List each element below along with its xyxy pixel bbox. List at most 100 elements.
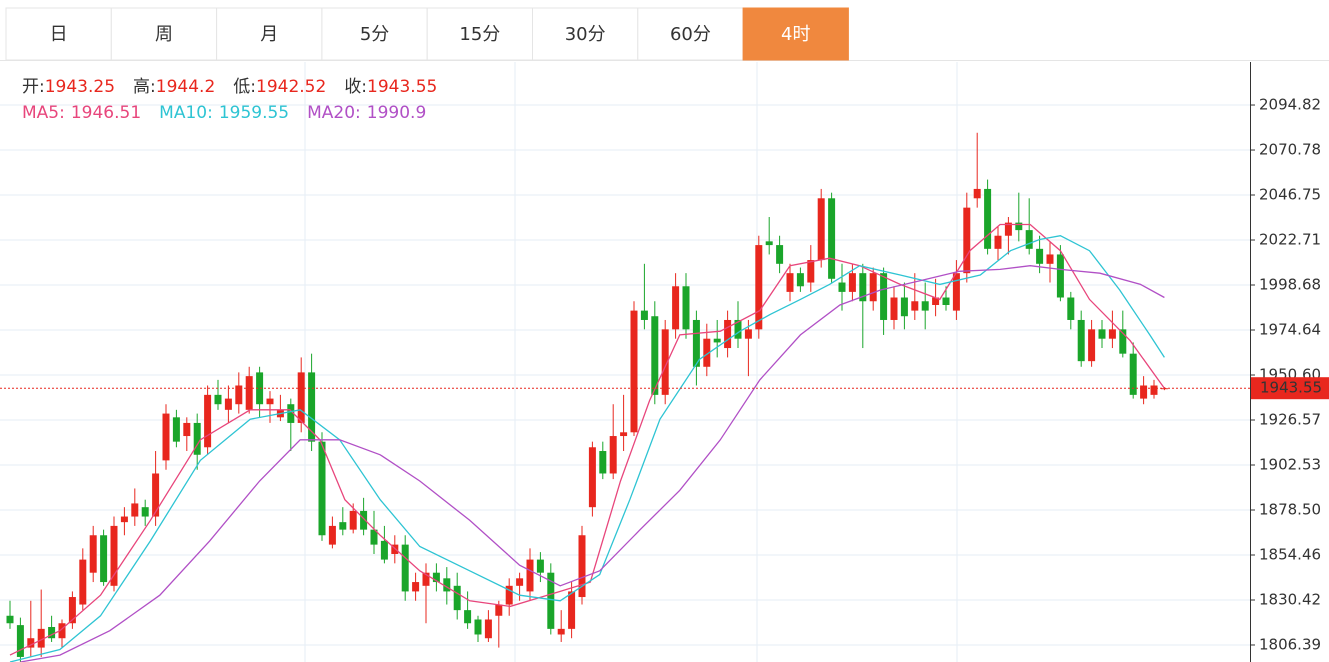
candle-body	[68, 597, 76, 624]
candle-body	[484, 619, 492, 639]
candle-body	[859, 273, 867, 302]
candle-body	[609, 436, 617, 474]
ohlc-value: 1942.52	[256, 77, 326, 97]
candle-body	[370, 529, 378, 545]
candle-body	[110, 525, 118, 586]
tab-label[interactable]: 周	[155, 24, 173, 45]
candle-body	[152, 473, 160, 517]
candle-body	[724, 319, 732, 349]
legend-name: MA10:	[159, 103, 213, 123]
candle-body	[162, 413, 170, 461]
tab-label[interactable]: 4时	[781, 24, 810, 45]
candle-body	[318, 441, 326, 536]
candle-body	[765, 241, 773, 246]
candle-body	[256, 372, 264, 405]
candle-body	[599, 451, 607, 474]
y-tick-label: 2094.82	[1259, 96, 1321, 114]
tab[interactable]	[426, 7, 534, 61]
tab-label[interactable]: 60分	[670, 24, 711, 45]
candle-body	[89, 535, 97, 573]
candle-body	[37, 628, 45, 648]
y-tick-label: 1998.68	[1259, 276, 1321, 294]
candle-body	[963, 207, 971, 274]
candle-body	[432, 572, 440, 583]
candle-body	[734, 319, 742, 339]
y-tick-label: 1926.57	[1259, 410, 1321, 428]
candle-body	[1025, 230, 1033, 249]
tab[interactable]	[321, 7, 428, 61]
candle-body	[6, 615, 14, 624]
candle-body	[328, 525, 336, 545]
tab[interactable]	[532, 7, 639, 61]
last-price-label: 1943.55	[1260, 379, 1322, 397]
candle-body	[547, 572, 555, 629]
y-tick-label: 1878.50	[1259, 500, 1321, 518]
tab-label[interactable]: 5分	[360, 24, 389, 45]
candle-body	[755, 245, 763, 330]
candle-body	[224, 398, 232, 410]
tab[interactable]	[216, 7, 323, 61]
y-tick-label: 1902.53	[1259, 456, 1321, 474]
ohlc-label: 低:	[233, 77, 256, 97]
tab[interactable]	[637, 7, 744, 61]
tab-label[interactable]: 15分	[459, 24, 500, 45]
candle-body	[640, 310, 648, 320]
candle-body	[380, 540, 388, 560]
candle-body	[360, 510, 368, 530]
candle-body	[921, 301, 929, 311]
candle-body	[703, 338, 711, 367]
candle-body	[911, 301, 919, 311]
candle-body	[16, 625, 24, 657]
candle-body	[1056, 254, 1064, 298]
candle-body	[984, 188, 992, 249]
candle-body	[828, 198, 836, 279]
candle-body	[1108, 329, 1116, 339]
candle-body	[952, 273, 960, 311]
candle-body	[172, 417, 180, 442]
candle-body	[401, 544, 409, 592]
tab-label[interactable]: 30分	[565, 24, 606, 45]
candle-body	[308, 372, 316, 442]
candle-body	[516, 578, 524, 586]
candle-body	[786, 273, 794, 292]
legend-value: 1990.9	[367, 103, 426, 123]
candle-body	[1119, 329, 1127, 354]
candle-body	[588, 447, 596, 508]
candle-body	[682, 286, 690, 330]
candle-body	[932, 297, 940, 305]
candle-body	[474, 619, 482, 635]
candle-body	[287, 404, 295, 423]
legend-value: 1946.51	[71, 103, 141, 123]
candle-body	[1067, 297, 1075, 320]
candle-body	[848, 273, 856, 292]
candle-body	[1077, 319, 1085, 362]
candle-body	[817, 198, 825, 261]
candle-body	[692, 319, 700, 367]
candle-body	[869, 273, 877, 302]
candle-body	[880, 273, 888, 320]
candle-body	[297, 372, 305, 423]
candle-body	[942, 297, 950, 305]
candle-body	[526, 559, 534, 592]
candle-body	[214, 394, 222, 405]
y-tick-label: 1830.42	[1259, 590, 1321, 608]
y-tick-label: 1806.39	[1259, 635, 1321, 653]
ohlc-value: 1944.2	[156, 77, 215, 97]
candle-body	[464, 610, 472, 624]
candle-body	[900, 297, 908, 317]
candle-body	[141, 507, 149, 517]
tab-label[interactable]: 日	[50, 24, 68, 45]
ma-line	[9, 235, 1165, 662]
candle-body	[79, 559, 87, 605]
last-price-tag	[1251, 377, 1329, 400]
tab-label[interactable]: 月	[260, 24, 278, 45]
y-tick-label: 1974.64	[1259, 321, 1321, 339]
tab[interactable]	[742, 7, 849, 61]
candle-body	[744, 329, 752, 339]
candle-body	[204, 394, 212, 448]
legend-name: MA20:	[307, 103, 361, 123]
candle-body	[536, 559, 544, 573]
y-tick-label: 1854.46	[1259, 545, 1321, 563]
tab[interactable]	[110, 7, 218, 61]
candle-body	[339, 522, 347, 530]
